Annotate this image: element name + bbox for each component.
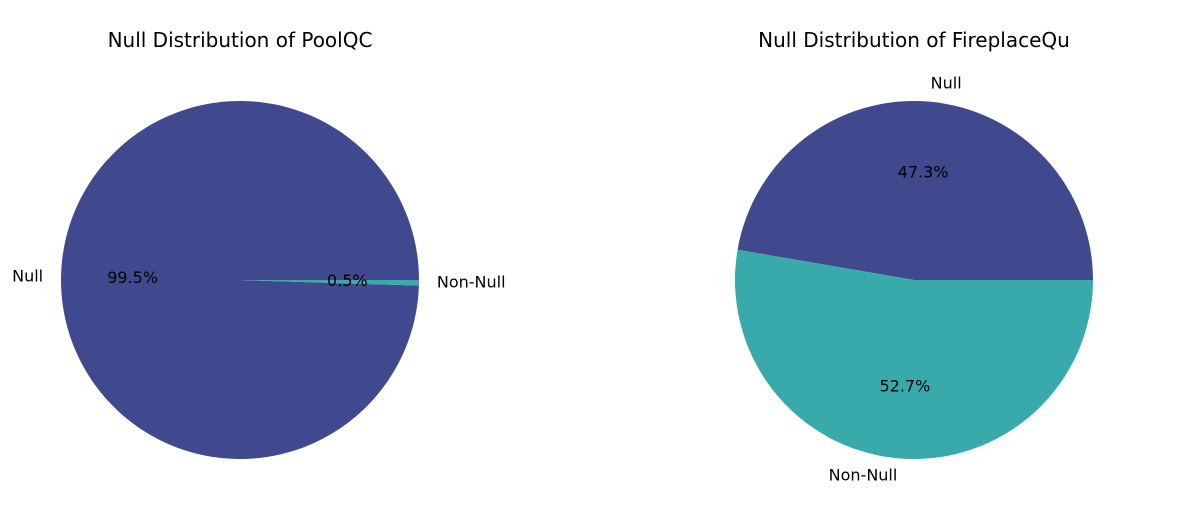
pie-chart-fireplacequ: Null Distribution of FireplaceQu Null 47.… [735,28,1093,485]
slice-percent-label: 52.7% [879,377,930,396]
slice-label: Null [12,266,43,285]
chart-title: Null Distribution of FireplaceQu [758,28,1070,52]
slice-label: Non-Null [829,466,898,485]
slice-percent-label: 0.5% [327,271,368,290]
pie-slice-non-null [240,280,419,286]
pie-chart-poolqc: Null Distribution of PoolQC Null 99.5% Non… [12,28,506,459]
slice-label: Non-Null [437,273,506,292]
slice-percent-label: 47.3% [898,162,949,181]
slice-label: Null [931,73,962,92]
chart-title: Null Distribution of PoolQC [108,28,373,52]
pie-slice-non-null [735,249,1093,460]
pie-slice-null [737,101,1093,280]
pie-slice-null [61,100,419,459]
slice-percent-label: 99.5% [107,268,158,287]
